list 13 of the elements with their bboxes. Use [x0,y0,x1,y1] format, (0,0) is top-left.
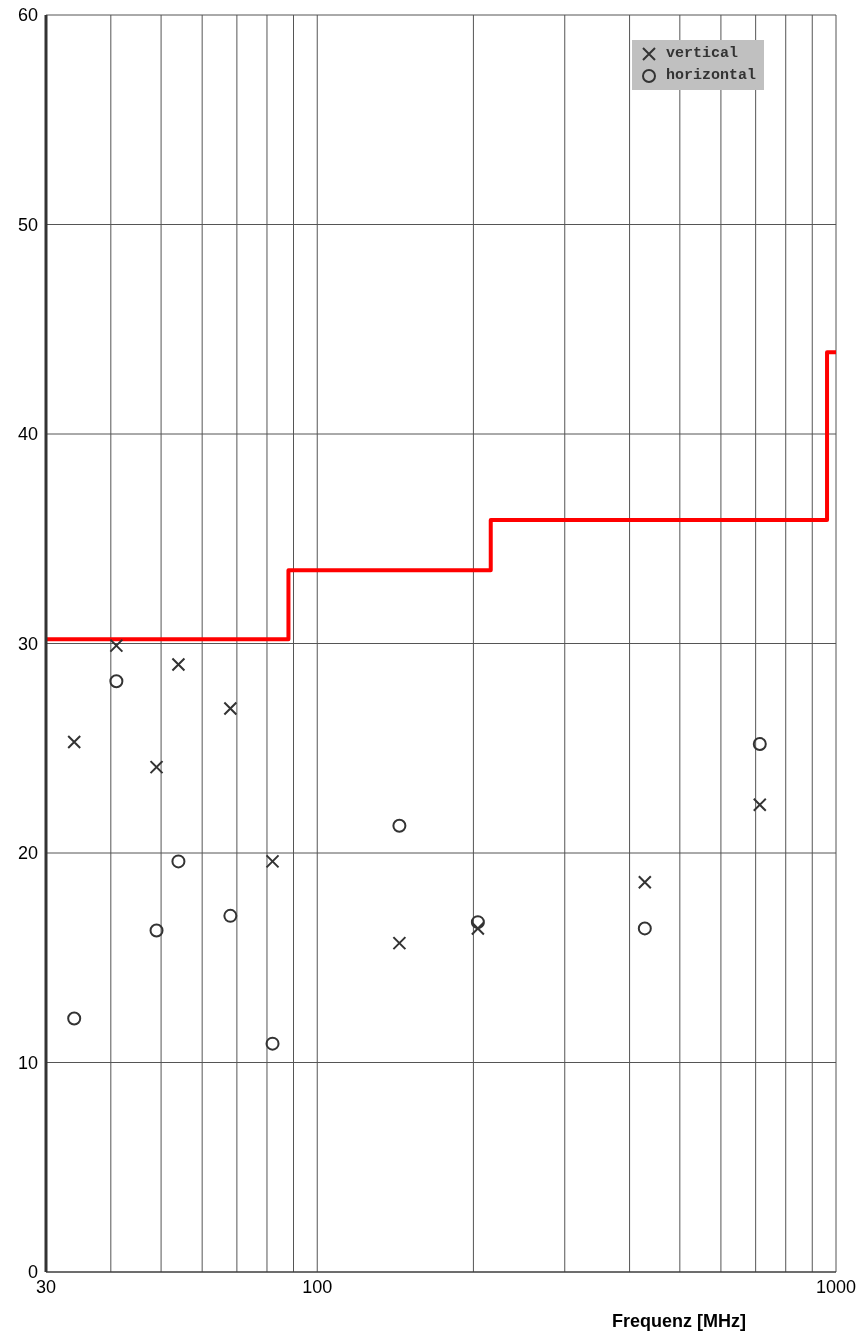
x-tick-label: 30 [35,1276,57,1297]
x-tick-label: 100 [302,1276,333,1297]
y-tick-label: 40 [17,424,38,444]
y-tick-label: 50 [17,214,38,235]
y-tick-label: 60 [17,5,38,25]
legend-label: horizontal [666,66,757,86]
x-axis-title: Frequenz [MHz] [612,1311,746,1331]
y-tick-label: 30 [17,633,38,654]
y-tick-label: 10 [17,1052,38,1073]
y-tick-label: 20 [17,843,38,863]
y-tick-label: 0 [27,1262,38,1282]
legend-label: vertical [666,44,739,64]
x-tick-label: 1000 [815,1276,857,1297]
